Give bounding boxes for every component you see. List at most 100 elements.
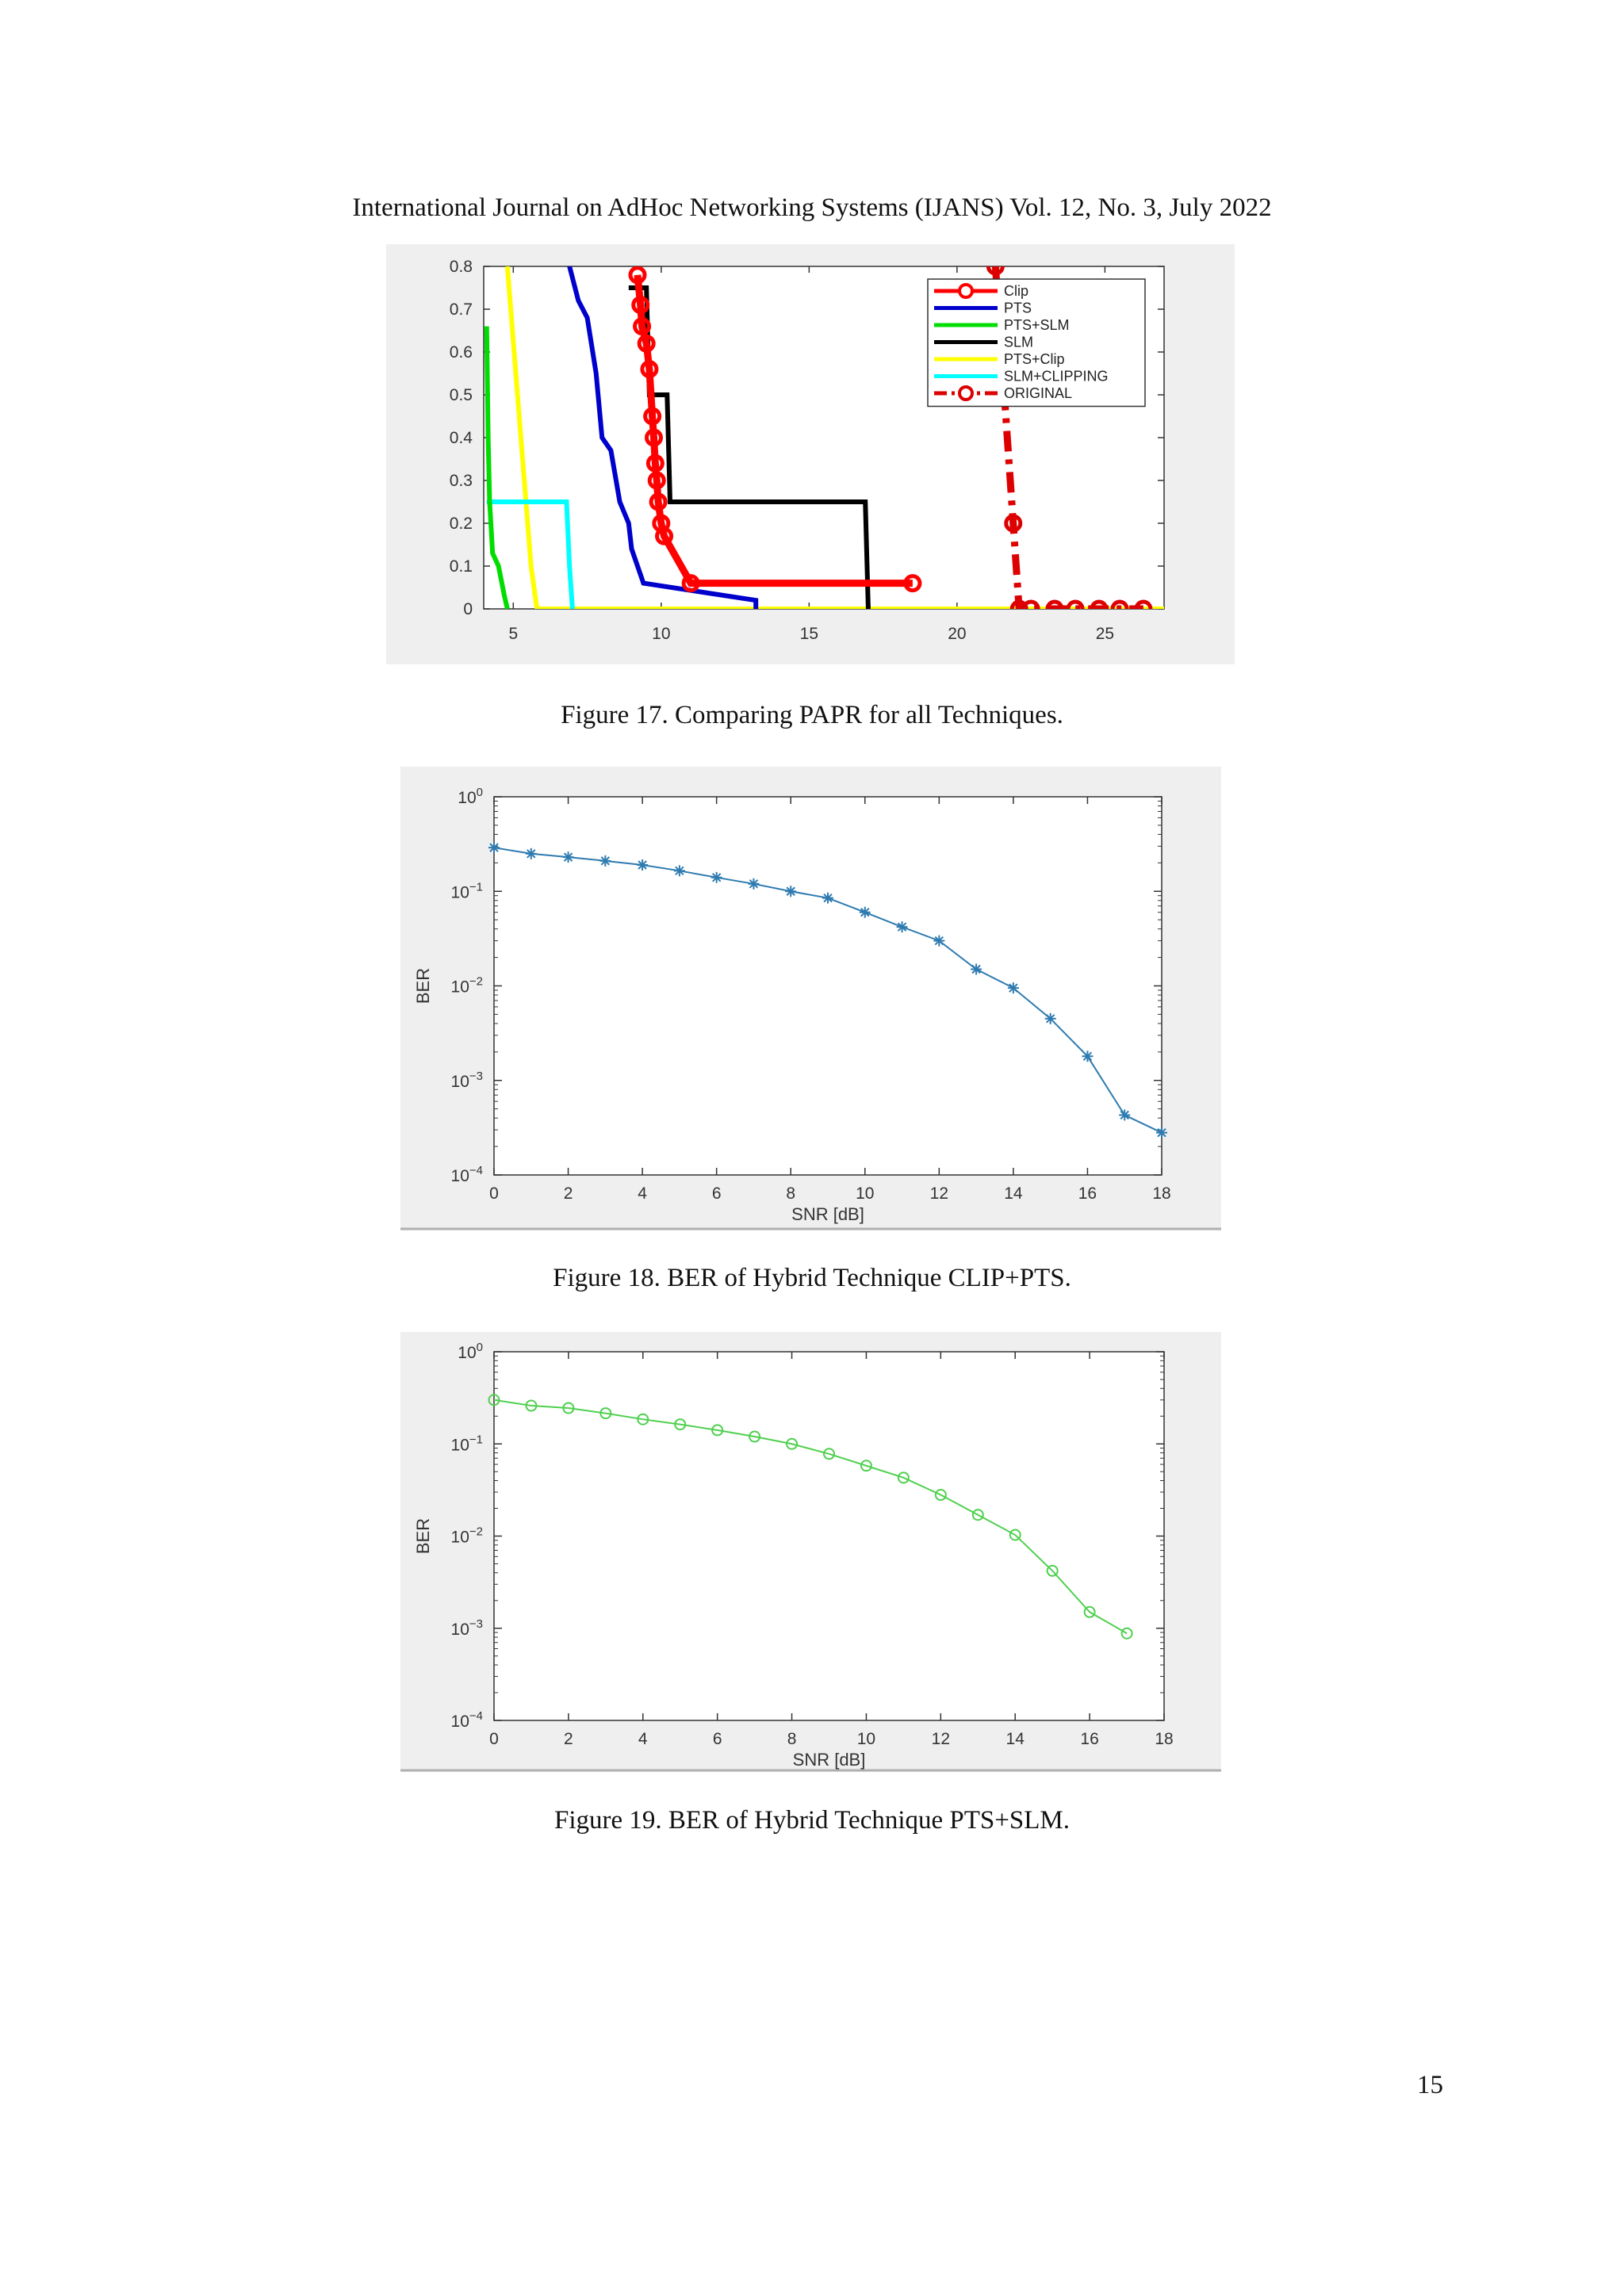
ber-point-marker <box>488 842 500 854</box>
ber-point-marker <box>1007 982 1019 994</box>
series-original-marker <box>1066 599 1085 609</box>
series-pts <box>567 266 759 609</box>
y-tick-label: 10−3 <box>451 1070 483 1091</box>
ber-series-line <box>493 1399 1128 1635</box>
figure-papr-comparison: 5 10 15 20 25 0 0.1 0.2 0.3 0.4 0.5 0.6 0.7 0.8 Clip PT… <box>386 244 1235 664</box>
ber-point-marker <box>859 906 871 918</box>
figure-19-caption: Figure 19. BER of Hybrid Technique PTS+S… <box>553 1806 1070 1835</box>
x-tick-label: 6 <box>712 1184 722 1203</box>
page-number: 15 <box>1417 2071 1443 2099</box>
series-clip-marker <box>655 526 674 545</box>
ber-point-marker-d2 <box>971 964 981 974</box>
ber-point-marker-d2 <box>1045 1014 1055 1024</box>
legend-label-pts: PTS <box>1004 300 1032 316</box>
series-clip-marker <box>640 360 659 379</box>
y-tick-label: 0.8 <box>450 258 473 276</box>
legend-label-original: ORIGINAL <box>1004 385 1072 401</box>
plot-area <box>493 1351 1165 1721</box>
x-tick-label: 16 <box>1080 1730 1098 1748</box>
ber-point-marker-d2 <box>1082 1051 1093 1062</box>
x-tick-label: 25 <box>1096 625 1114 643</box>
ber-point-marker <box>637 859 649 871</box>
x-tick-label: 6 <box>713 1730 722 1748</box>
ber-point-marker <box>933 935 945 947</box>
ber-clip-pts-chart: 0 2 4 6 8 10 12 14 16 18 10−4 10−3 10−2 10−1 100 SNR [d… <box>400 767 1221 1230</box>
series-clip-marker <box>681 574 700 593</box>
ber-point-marker <box>896 921 908 933</box>
ber-point-marker <box>971 963 982 975</box>
ber-point-marker-d2 <box>1157 1127 1166 1138</box>
y-tick-label: 0.1 <box>450 557 473 576</box>
figure-18-caption: Figure 18. BER of Hybrid Technique CLIP+… <box>553 1264 1071 1292</box>
series-original-marker <box>1009 599 1028 609</box>
figure-ber-clip-pts: 0 2 4 6 8 10 12 14 16 18 10−4 10−3 10−2 10−1 100 SNR [d… <box>400 767 1221 1230</box>
papr-chart: 5 10 15 20 2500.10.20.30.40.50.60.70.8ClipPT… <box>386 244 1235 664</box>
series-clip-marker <box>637 334 656 353</box>
ber-point-marker <box>562 851 574 863</box>
ber-point-marker <box>1120 1627 1133 1640</box>
x-tick-label: 0 <box>489 1730 499 1748</box>
ber-point-marker <box>897 1471 910 1484</box>
ber-point-marker-d2 <box>638 860 647 870</box>
x-tick-label: 12 <box>932 1730 950 1748</box>
x-tick-label: 4 <box>638 1184 647 1203</box>
ber-point-marker-d2 <box>1120 1110 1129 1120</box>
x-axis-label: SNR [dB] <box>791 1204 864 1224</box>
ber-point-marker <box>1082 1050 1094 1062</box>
x-tick-label: 14 <box>1004 1184 1023 1203</box>
ber-point-marker-d2 <box>1009 983 1018 993</box>
series-clip-marker <box>647 471 666 490</box>
series-slm-clipping <box>486 499 575 609</box>
y-tick-label: 0.6 <box>450 343 473 362</box>
series-clip-marker <box>649 492 668 511</box>
series-original-marker <box>986 266 1005 276</box>
ber-point-marker-d2 <box>786 886 795 896</box>
y-tick-label: 10−1 <box>451 1433 483 1454</box>
y-tick-label: 0.2 <box>450 515 473 533</box>
ber-point-marker <box>971 1509 984 1521</box>
series-original-marker <box>1021 599 1040 609</box>
y-axis-label: BER <box>413 1518 433 1554</box>
y-tick-label: 100 <box>458 786 483 807</box>
x-tick-label: 18 <box>1155 1730 1173 1748</box>
figure-ber-pts-slm: 0 2 4 6 8 10 12 14 16 18 10−4 10−3 10−2 10−1 100 SNR [d… <box>400 1332 1221 1772</box>
series-clip-marker <box>643 407 662 426</box>
journal-header: International Journal on AdHoc Networkin… <box>352 193 1272 222</box>
ber-point-marker <box>785 886 797 897</box>
x-tick-label: 10 <box>857 1730 875 1748</box>
ber-point-marker <box>525 1399 538 1412</box>
series-clip-marker <box>903 574 922 593</box>
ber-point-marker-d2 <box>489 843 499 852</box>
ber-point-marker <box>673 865 685 877</box>
ber-point-marker-d2 <box>600 856 611 866</box>
ber-point-marker <box>823 1448 835 1460</box>
y-tick-label: 10−2 <box>451 975 483 997</box>
y-axis-label: BER <box>413 968 433 1004</box>
legend-marker-clip <box>958 283 974 299</box>
ber-point-marker <box>1046 1564 1059 1577</box>
ber-point-marker <box>711 1424 724 1437</box>
x-tick-label: 14 <box>1006 1730 1025 1748</box>
ber-point-marker <box>599 855 611 867</box>
series-original-marker <box>1004 514 1023 533</box>
ber-point-marker <box>1156 1127 1167 1138</box>
ber-point-marker <box>748 878 760 890</box>
x-tick-label: 10 <box>856 1184 874 1203</box>
y-tick-label: 0 <box>463 600 473 618</box>
ber-point-marker-d2 <box>823 893 833 903</box>
ber-point-marker-d2 <box>711 873 722 882</box>
y-tick-label: 0.3 <box>450 472 473 490</box>
legend-label-pts-slm: PTS+SLM <box>1004 317 1070 333</box>
ber-point-marker <box>599 1407 612 1420</box>
x-axis-label: SNR [dB] <box>793 1750 866 1770</box>
figure-17-caption: Figure 17. Comparing PAPR for all Techni… <box>561 701 1063 729</box>
y-tick-label: 0.4 <box>450 429 473 447</box>
y-tick-label: 0.7 <box>450 300 473 319</box>
x-tick-label: 0 <box>489 1184 499 1203</box>
x-tick-label: 10 <box>652 625 670 643</box>
ber-point-marker <box>934 1489 947 1502</box>
series-original-marker <box>1110 599 1129 609</box>
ber-point-marker <box>749 1430 761 1443</box>
ber-pts-slm-chart: 0 2 4 6 8 10 12 14 16 18 10−4 10−3 10−2 10−1 100 SNR [d… <box>400 1332 1221 1772</box>
series-pts-clip <box>504 266 1164 609</box>
